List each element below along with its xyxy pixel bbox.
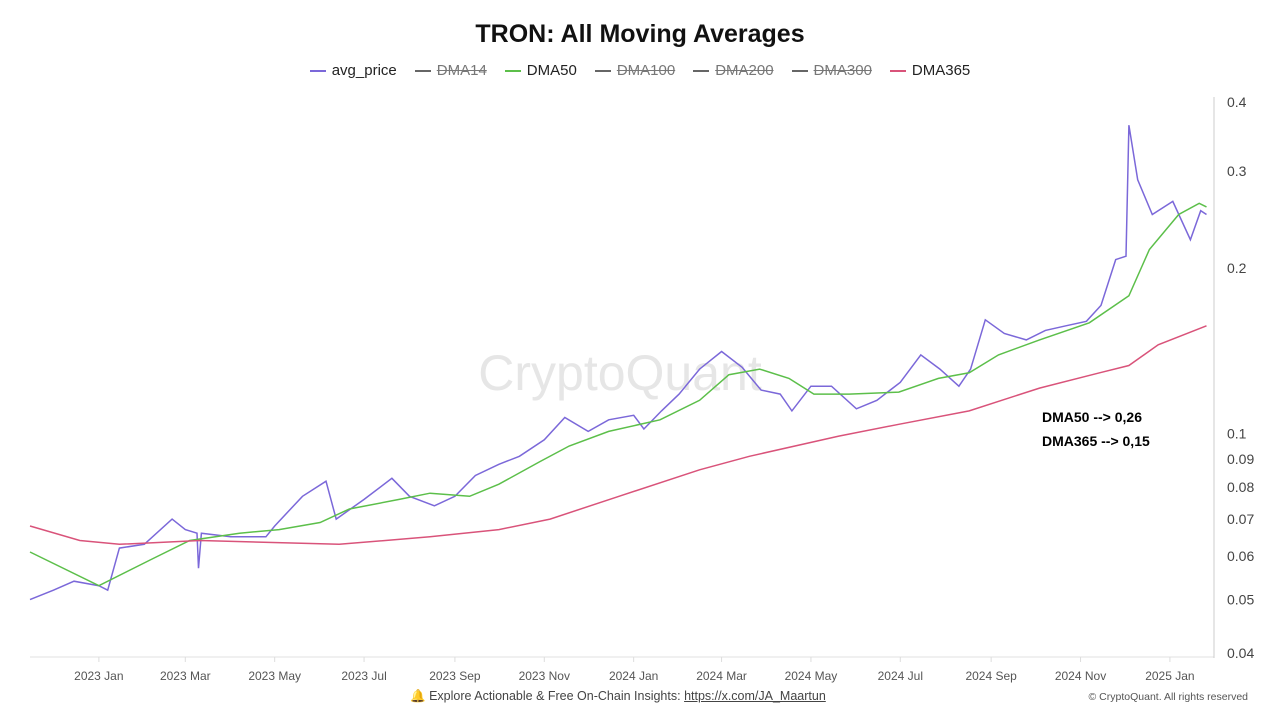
legend-label: avg_price xyxy=(331,62,397,79)
legend-swatch xyxy=(309,69,326,72)
legend-swatch xyxy=(594,69,611,72)
legend-label: DMA50 xyxy=(526,62,577,79)
annotation-dma50: DMA50 --> 0,26 xyxy=(1042,409,1142,425)
y-tick-label: 0.04 xyxy=(1227,645,1254,661)
footer-link[interactable]: https://x.com/JA_Maartun xyxy=(684,689,826,703)
legend-item-dma365[interactable]: DMA365 xyxy=(889,62,971,79)
y-tick-label: 0.07 xyxy=(1227,511,1254,527)
y-tick-label: 0.4 xyxy=(1227,94,1247,110)
legend-item-dma50[interactable]: DMA50 xyxy=(504,62,577,79)
x-tick-label: 2023 Jan xyxy=(74,669,123,683)
x-tick-label: 2023 Sep xyxy=(429,669,481,683)
footer-text: Explore Actionable & Free On-Chain Insig… xyxy=(429,689,685,703)
x-tick-label: 2024 Jul xyxy=(878,669,923,683)
series-line-avg_price xyxy=(29,125,1207,601)
legend-swatch xyxy=(693,69,710,72)
x-tick-label: 2025 Jan xyxy=(1145,669,1194,683)
y-tick-label: 0.06 xyxy=(1227,548,1254,564)
chart-title: TRON: All Moving Averages xyxy=(475,20,805,48)
legend: avg_price DMA14 DMA50 DMA100 DMA200 DMA300 DMA… xyxy=(0,62,1280,79)
legend-swatch xyxy=(414,69,431,72)
legend-label: DMA100 xyxy=(616,62,676,79)
y-tick-label: 0.1 xyxy=(1227,426,1247,442)
x-tick-label: 2024 Nov xyxy=(1055,669,1106,683)
bell-icon: 🔔 xyxy=(410,689,426,703)
y-tick-label: 0.3 xyxy=(1227,163,1247,179)
series-line-dma365 xyxy=(29,325,1207,546)
x-tick-label: 2023 May xyxy=(248,669,301,683)
legend-label: DMA200 xyxy=(715,62,774,79)
legend-item-avg_price[interactable]: avg_price xyxy=(309,62,397,79)
y-tick-label: 0.05 xyxy=(1227,592,1254,608)
y-tick-label: 0.08 xyxy=(1227,479,1254,495)
legend-item-dma200[interactable]: DMA200 xyxy=(693,62,774,79)
legend-swatch xyxy=(791,69,808,72)
watermark-logo: CryptoQuant xyxy=(478,345,762,401)
copyright: © CryptoQuant. All rights reserved xyxy=(1088,691,1248,703)
x-tick-label: 2024 Mar xyxy=(696,669,747,683)
x-tick-label: 2023 Jul xyxy=(341,669,386,683)
legend-item-dma300[interactable]: DMA300 xyxy=(791,62,872,79)
y-tick-label: 0.09 xyxy=(1227,451,1254,467)
legend-label: DMA300 xyxy=(813,62,872,79)
y-tick-label: 0.2 xyxy=(1227,260,1247,276)
x-tick-label: 2024 May xyxy=(785,669,838,683)
annotation-dma365: DMA365 --> 0,15 xyxy=(1042,433,1150,449)
x-tick-label: 2023 Nov xyxy=(519,669,570,683)
legend-swatch xyxy=(889,69,906,72)
legend-item-dma14[interactable]: DMA14 xyxy=(414,62,487,79)
footer-promo: 🔔 Explore Actionable & Free On-Chain Ins… xyxy=(410,689,826,704)
x-tick-label: 2024 Jan xyxy=(609,669,658,683)
x-tick-label: 2023 Mar xyxy=(160,669,211,683)
series-line-dma50 xyxy=(29,202,1207,587)
legend-label: DMA365 xyxy=(911,62,971,79)
legend-swatch xyxy=(504,69,521,72)
legend-item-dma100[interactable]: DMA100 xyxy=(594,62,676,79)
x-tick-label: 2024 Sep xyxy=(965,669,1017,683)
legend-label: DMA14 xyxy=(436,62,487,79)
